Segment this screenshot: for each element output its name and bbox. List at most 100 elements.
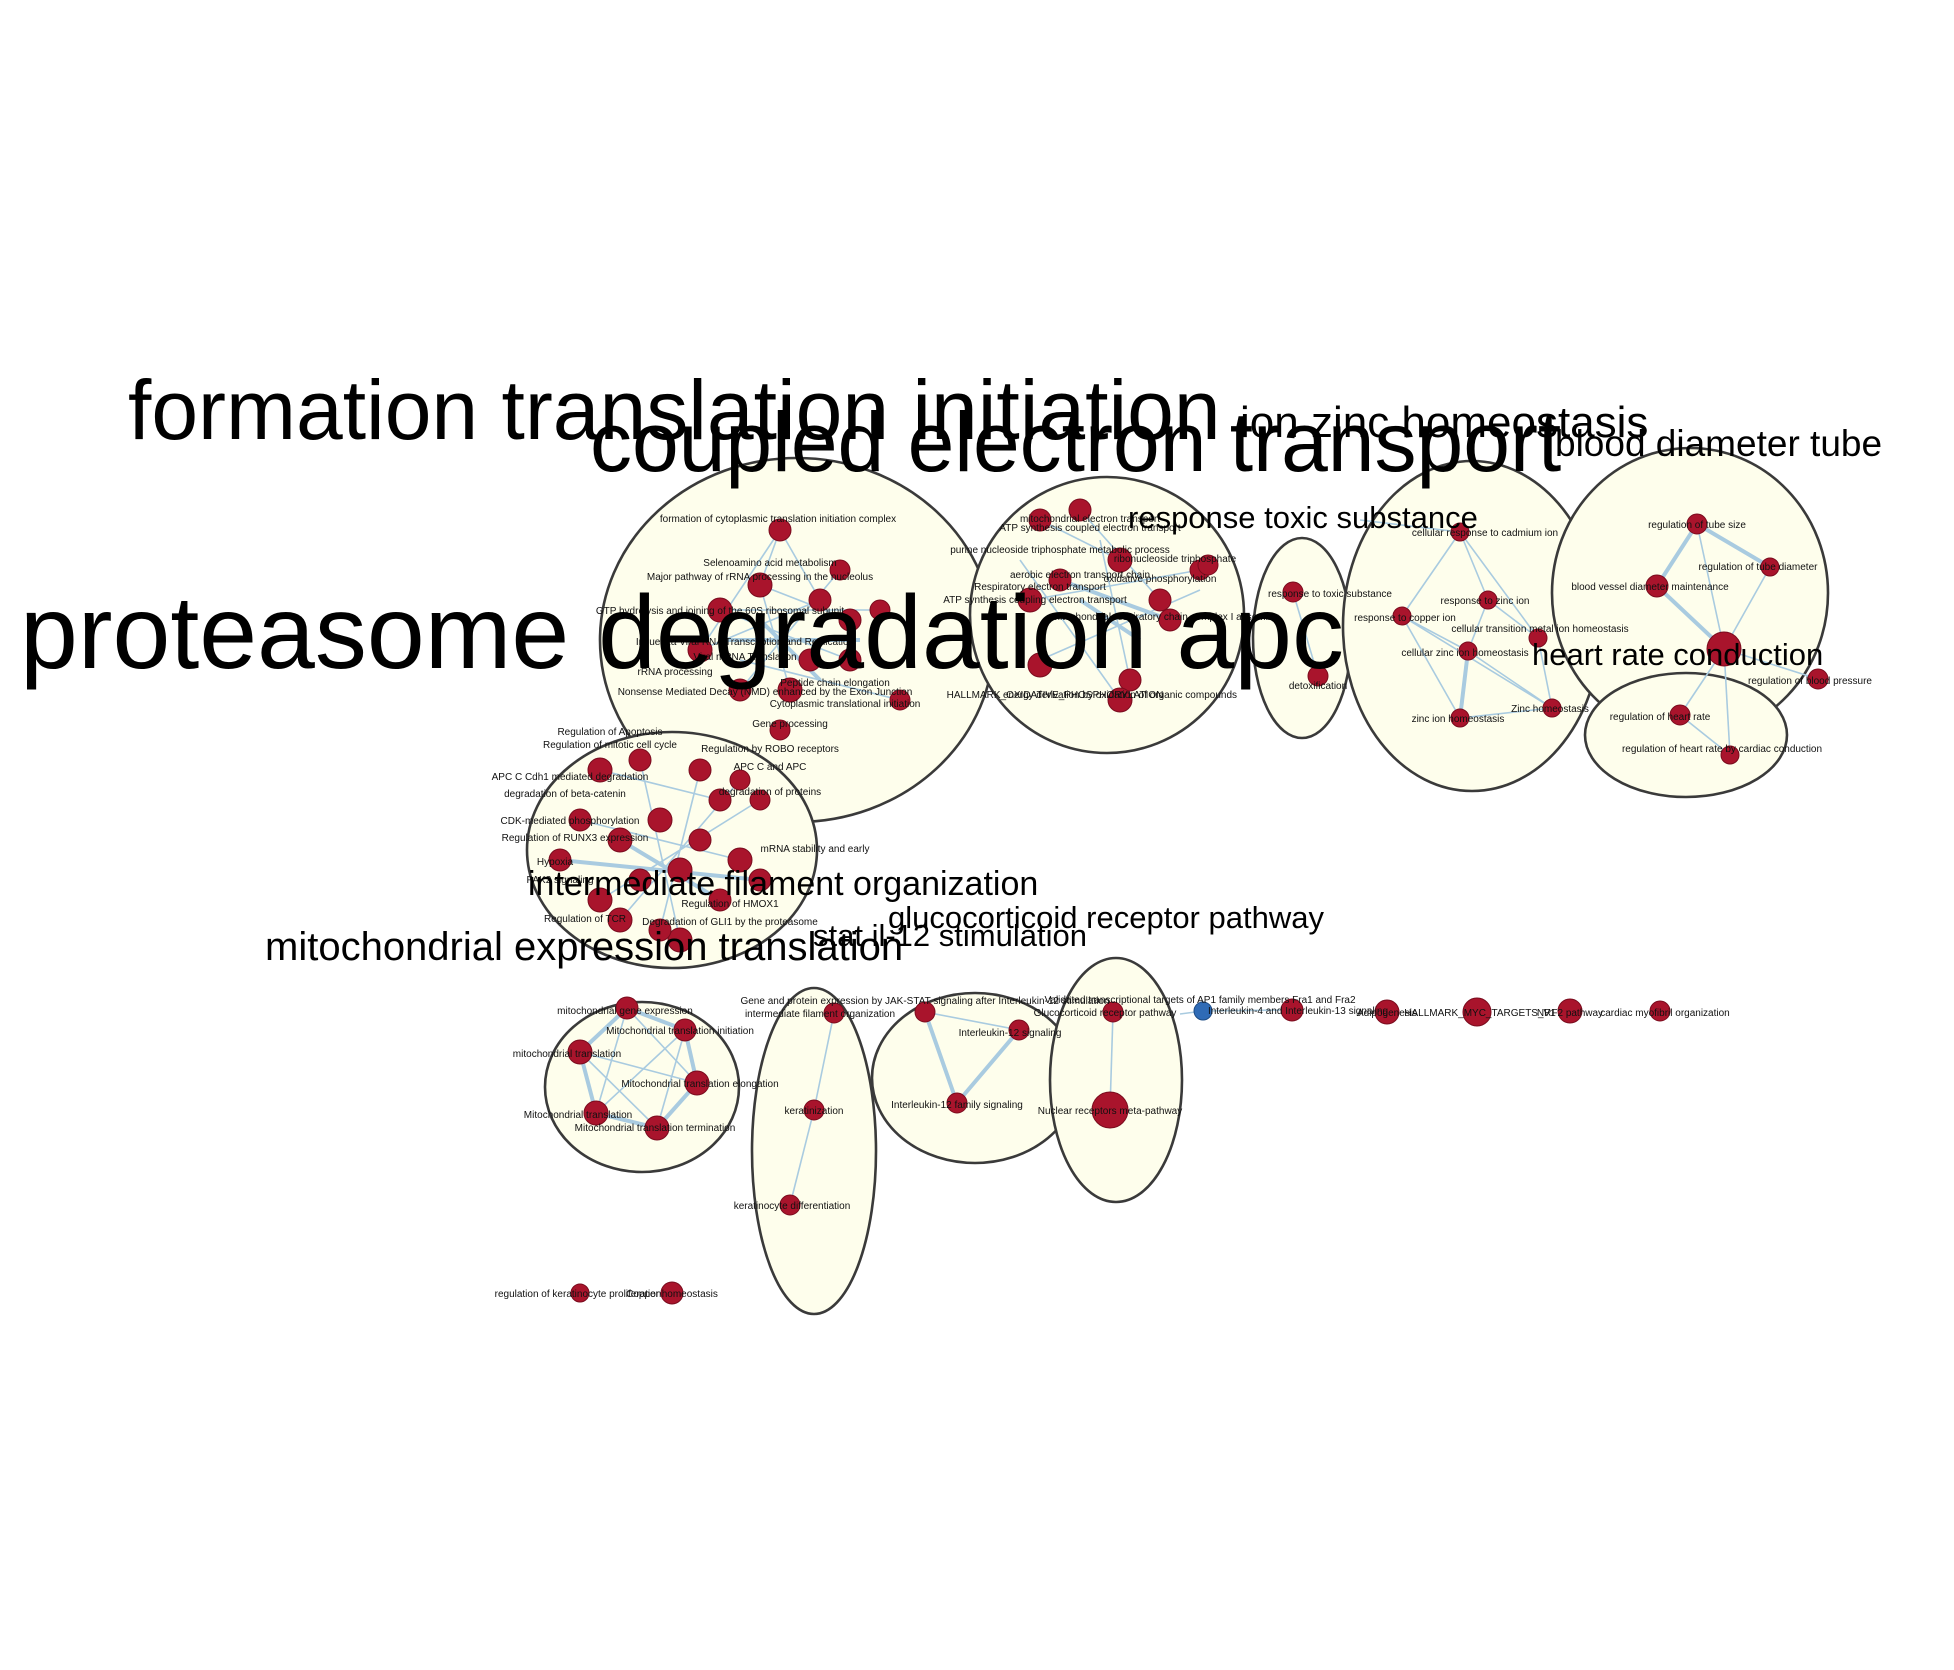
node-label: Regulation of HMOX1 xyxy=(681,899,779,910)
node[interactable] xyxy=(1197,554,1219,576)
node[interactable] xyxy=(1148,588,1172,612)
node[interactable] xyxy=(1706,631,1742,667)
node[interactable] xyxy=(1374,999,1400,1025)
node[interactable] xyxy=(728,678,752,702)
node[interactable] xyxy=(587,887,613,913)
node[interactable] xyxy=(914,1001,936,1023)
node[interactable] xyxy=(1720,745,1740,765)
node-label: NRF2 pathway xyxy=(1537,1008,1603,1019)
node[interactable] xyxy=(587,757,613,783)
node-label: Glucocorticoid receptor pathway xyxy=(1034,1008,1177,1019)
node[interactable] xyxy=(607,827,633,853)
node[interactable] xyxy=(946,1092,968,1114)
node[interactable] xyxy=(729,769,751,791)
node[interactable] xyxy=(687,637,713,663)
cluster-ellipse-filament xyxy=(750,986,878,1316)
node[interactable] xyxy=(548,848,572,872)
node[interactable] xyxy=(568,808,592,832)
node[interactable] xyxy=(615,996,639,1020)
node[interactable] xyxy=(1118,668,1142,692)
node[interactable] xyxy=(1282,581,1304,603)
node[interactable] xyxy=(889,689,911,711)
node[interactable] xyxy=(808,588,832,612)
cluster-label-tube: blood diameter tube xyxy=(1555,423,1882,464)
node-label: intermediate filament organization xyxy=(745,1009,895,1020)
node[interactable] xyxy=(1107,547,1133,573)
node[interactable] xyxy=(1280,998,1304,1022)
node[interactable] xyxy=(1450,708,1470,728)
node[interactable] xyxy=(1392,606,1412,626)
node[interactable] xyxy=(1307,665,1329,687)
node[interactable] xyxy=(1102,1001,1124,1023)
node[interactable] xyxy=(1458,641,1478,661)
node[interactable] xyxy=(1027,652,1053,678)
node[interactable] xyxy=(1028,508,1052,532)
node[interactable] xyxy=(648,918,672,942)
node[interactable] xyxy=(823,1002,845,1024)
node[interactable] xyxy=(570,1283,590,1303)
node[interactable] xyxy=(1068,498,1092,522)
node-label: mitochondrial translation xyxy=(513,1049,621,1060)
node[interactable] xyxy=(1542,698,1562,718)
node[interactable] xyxy=(708,888,732,912)
nodes xyxy=(548,498,1829,1305)
cluster-label-stat: stat il-12 stimulation xyxy=(813,918,1087,953)
node[interactable] xyxy=(1478,590,1498,610)
node[interactable] xyxy=(647,807,673,833)
node[interactable] xyxy=(1557,998,1583,1024)
node[interactable] xyxy=(1017,587,1043,613)
node[interactable] xyxy=(667,857,693,883)
node[interactable] xyxy=(1158,608,1182,632)
node[interactable] xyxy=(779,1194,801,1216)
node[interactable] xyxy=(567,1039,593,1065)
node[interactable] xyxy=(798,648,822,672)
node[interactable] xyxy=(838,648,862,672)
node-label: Regulation of Apoptosis xyxy=(557,727,662,738)
node[interactable] xyxy=(1645,574,1669,598)
node[interactable] xyxy=(673,1018,697,1042)
node[interactable] xyxy=(749,789,771,811)
node[interactable] xyxy=(777,677,803,703)
node[interactable] xyxy=(1760,557,1780,577)
node[interactable] xyxy=(628,748,652,772)
node[interactable] xyxy=(688,758,712,782)
node[interactable] xyxy=(869,599,891,621)
node[interactable] xyxy=(1807,668,1829,690)
node[interactable] xyxy=(747,572,773,598)
node[interactable] xyxy=(1528,628,1548,648)
node[interactable] xyxy=(688,828,712,852)
node-label: Major pathway of rRNA processing in the … xyxy=(647,572,873,583)
node[interactable] xyxy=(708,788,732,812)
node[interactable] xyxy=(660,1281,684,1305)
node[interactable] xyxy=(1686,513,1708,535)
node-label: ATP synthesis coupling electron transpor… xyxy=(943,595,1127,606)
node[interactable] xyxy=(727,847,753,873)
node[interactable] xyxy=(1048,568,1072,592)
node[interactable] xyxy=(628,868,652,892)
node[interactable] xyxy=(644,1115,670,1141)
node[interactable] xyxy=(748,868,772,892)
node[interactable] xyxy=(1462,997,1492,1027)
node[interactable] xyxy=(803,1099,825,1121)
node[interactable] xyxy=(1193,1001,1213,1021)
node[interactable] xyxy=(829,559,851,581)
node[interactable] xyxy=(1450,522,1470,542)
node-label: Viral mRNA Translation xyxy=(693,652,796,663)
node[interactable] xyxy=(707,597,733,623)
node[interactable] xyxy=(1107,687,1133,713)
node[interactable] xyxy=(838,608,862,632)
cluster-ellipse-heart xyxy=(1583,671,1789,799)
node-label: APC C and APC xyxy=(734,762,807,773)
node[interactable] xyxy=(607,907,633,933)
node-label: Interleukin-4 and Interleukin-13 signali… xyxy=(1208,1006,1388,1017)
node[interactable] xyxy=(1091,1091,1129,1129)
node[interactable] xyxy=(583,1100,609,1126)
node[interactable] xyxy=(667,927,693,953)
node[interactable] xyxy=(768,518,792,542)
node[interactable] xyxy=(1669,704,1691,726)
node[interactable] xyxy=(684,1070,710,1096)
cluster-label-electron: coupled electron transport xyxy=(590,395,1561,489)
node[interactable] xyxy=(1008,1019,1030,1041)
node[interactable] xyxy=(1649,1000,1671,1022)
node[interactable] xyxy=(769,719,791,741)
